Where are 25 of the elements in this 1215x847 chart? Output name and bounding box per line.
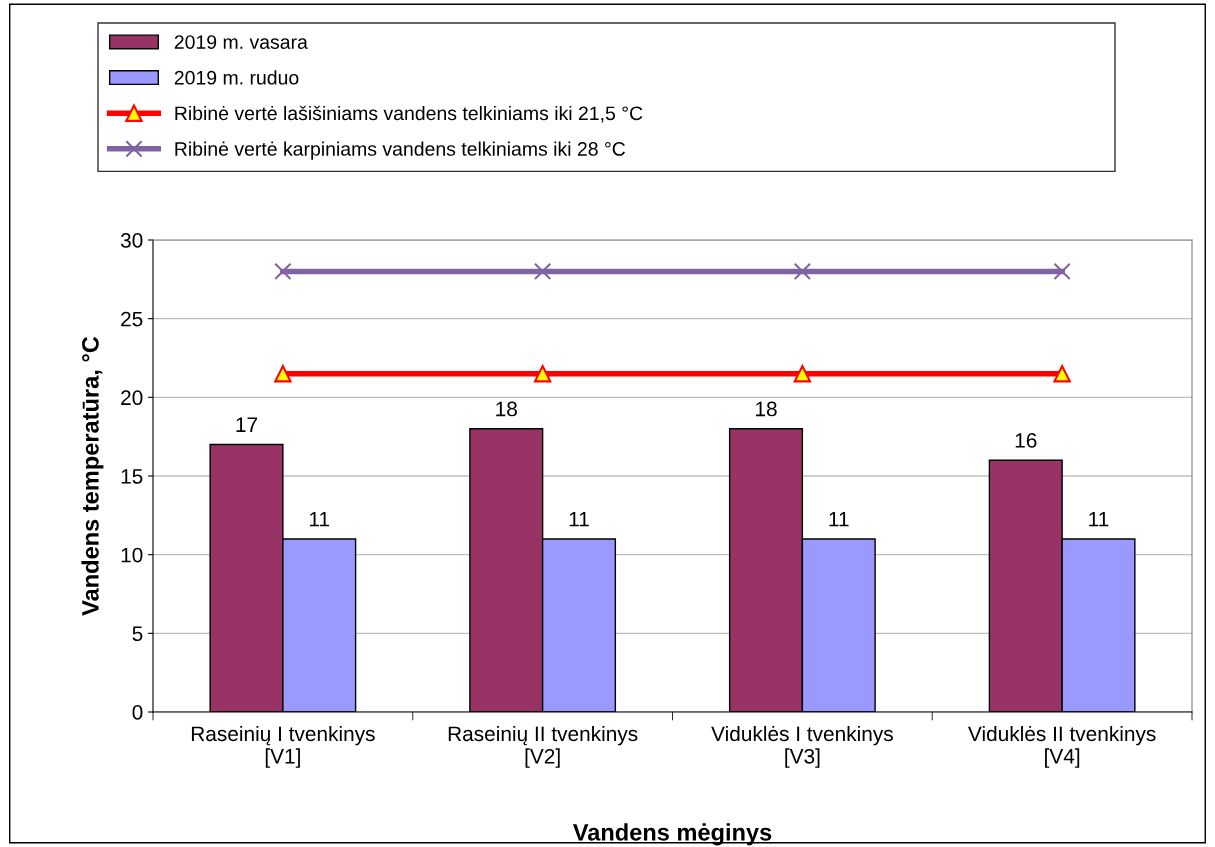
x-tick-label: Viduklės I tvenkinys [V3] (711, 725, 893, 768)
data-label: 11 (310, 511, 330, 527)
data-label: 11 (1089, 511, 1109, 527)
y-tick-label: 30 (120, 233, 143, 248)
legend-label: 2019 m. vasara (174, 35, 308, 49)
data-label: 16 (1015, 433, 1037, 448)
y-axis-title: Vandens temperatūra, °C (81, 336, 104, 616)
data-label: 17 (236, 417, 258, 432)
legend-label: 2019 m. ruduo (174, 70, 299, 85)
y-tick-label: 25 (121, 311, 143, 327)
legend-label: Ribinė vertė lašišiniams vandens telkiniams iki 21,5 °C (175, 105, 643, 123)
x-axis-title: Vandens mėginys (572, 823, 772, 846)
x-tick-label: Viduklės II tvenkinys [V4] (968, 725, 1156, 768)
data-label: 11 (569, 511, 589, 527)
x-tick-label: Raseinių II tvenkinys [V2] (448, 725, 638, 768)
data-label: 18 (756, 401, 777, 417)
y-tick-label: 10 (121, 547, 143, 563)
x-tick-label: Raseinių I tvenkinys [V1] (191, 725, 375, 768)
y-tick-label: 5 (132, 626, 143, 642)
legend-label: Ribinė vertė karpiniams vandens telkiniams iki 28 °C (175, 141, 626, 160)
data-label: 18 (496, 401, 517, 417)
y-tick-label: 15 (121, 469, 143, 484)
data-label: 11 (829, 511, 849, 527)
y-tick-label: 0 (132, 705, 143, 720)
y-tick-label: 20 (121, 390, 143, 406)
